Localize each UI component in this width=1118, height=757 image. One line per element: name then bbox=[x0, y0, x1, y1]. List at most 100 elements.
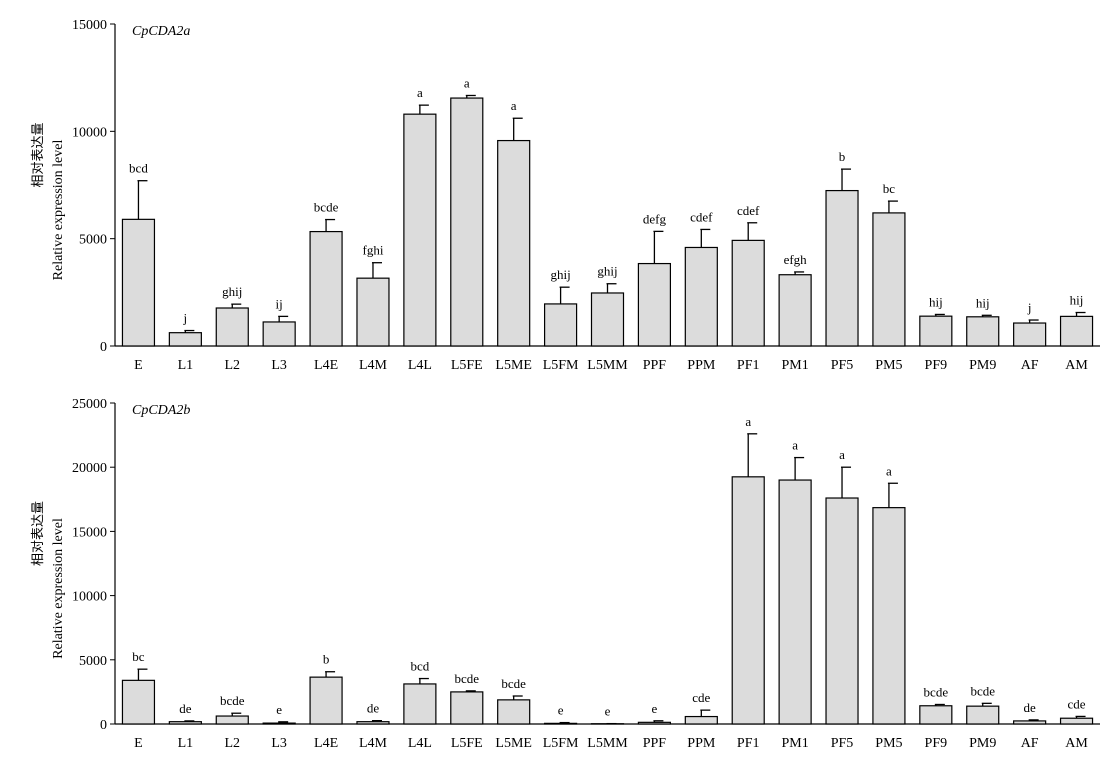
x-tick-label-L1: L1 bbox=[178, 736, 194, 751]
significance-letter-E: bc bbox=[132, 649, 145, 664]
y-axis-label-cn: 相对表达量 bbox=[31, 122, 46, 187]
bar-PPM bbox=[684, 246, 718, 347]
y-axis-label: Relative expression level bbox=[51, 518, 66, 659]
significance-letter-AF: j bbox=[1027, 300, 1032, 315]
x-tick-label-L4M: L4M bbox=[359, 358, 388, 373]
bar-L4E bbox=[309, 230, 343, 347]
significance-letter-PPF: e bbox=[652, 701, 658, 716]
x-tick-label-L5MM: L5MM bbox=[587, 358, 628, 373]
bar-L2 bbox=[215, 307, 249, 347]
x-tick-label-L5FE: L5FE bbox=[451, 358, 483, 373]
significance-letter-L5FM: e bbox=[558, 703, 564, 718]
significance-letter-PF9: bcde bbox=[924, 684, 949, 699]
y-tick-label: 5000 bbox=[79, 654, 107, 669]
bar-L5FM bbox=[543, 303, 578, 347]
x-tick-label-PM5: PM5 bbox=[875, 358, 902, 373]
significance-letter-PPM: cde bbox=[692, 690, 710, 705]
bar-L4M bbox=[356, 721, 390, 725]
bar-L5FE bbox=[450, 97, 484, 347]
significance-letter-PF5: b bbox=[839, 149, 846, 164]
significance-letter-L3: e bbox=[276, 702, 282, 717]
significance-letter-L4M: fghi bbox=[362, 243, 383, 258]
x-tick-label-L5ME: L5ME bbox=[495, 736, 532, 751]
bar-PM9 bbox=[966, 705, 1000, 725]
significance-letter-L4E: b bbox=[323, 652, 330, 667]
bar-PPF bbox=[637, 721, 672, 725]
y-tick-label: 15000 bbox=[72, 18, 107, 33]
bar-L3 bbox=[262, 722, 296, 725]
bar-PF1 bbox=[731, 476, 765, 725]
x-tick-label-PF9: PF9 bbox=[925, 358, 948, 373]
x-tick-label-L5FE: L5FE bbox=[451, 736, 483, 751]
significance-letter-L5ME: a bbox=[511, 98, 517, 113]
bar-E bbox=[121, 218, 156, 347]
chart-panel-1: 0 5000 10000 15000 CpCDA2a 相对表达量 Relative expr… bbox=[31, 18, 1100, 373]
x-tick-label-AF: AF bbox=[1021, 358, 1039, 373]
significance-letter-AF: de bbox=[1024, 700, 1037, 715]
bar-AF bbox=[1013, 720, 1047, 725]
x-tick-label-AM: AM bbox=[1065, 736, 1088, 751]
bar-PF5 bbox=[825, 189, 859, 347]
panel-title: CpCDA2b bbox=[132, 403, 190, 418]
bar-L5FE bbox=[450, 691, 484, 725]
bar-AM bbox=[1059, 315, 1094, 347]
y-tick-label: 20000 bbox=[72, 461, 107, 476]
bar-L5FM bbox=[543, 722, 578, 725]
significance-letter-AM: hij bbox=[1070, 293, 1084, 308]
significance-letter-L3: ij bbox=[276, 296, 283, 311]
y-axis-label-cn: 相对表达量 bbox=[31, 501, 46, 566]
significance-letter-PM9: bcde bbox=[970, 683, 995, 698]
x-tick-label-L3: L3 bbox=[271, 736, 287, 751]
x-tick-label-PM5: PM5 bbox=[875, 736, 902, 751]
significance-letter-AM: cde bbox=[1068, 696, 1086, 711]
significance-letter-PM1: a bbox=[792, 438, 798, 453]
bar-PPF bbox=[637, 262, 672, 347]
bar-AF bbox=[1013, 322, 1047, 347]
significance-letter-L4L: a bbox=[417, 85, 423, 100]
y-axis-label: Relative expression level bbox=[51, 140, 66, 281]
bar-L5MM bbox=[590, 292, 625, 347]
x-tick-label-PM9: PM9 bbox=[969, 736, 996, 751]
x-tick-label-L5FM: L5FM bbox=[543, 736, 579, 751]
x-tick-label-L3: L3 bbox=[271, 358, 287, 373]
significance-letter-L5MM: e bbox=[605, 704, 611, 719]
significance-letter-L4M: de bbox=[367, 701, 380, 716]
y-tick-label: 5000 bbox=[79, 233, 107, 248]
bar-PPM bbox=[684, 715, 718, 725]
y-tick-label: 10000 bbox=[72, 125, 107, 140]
x-tick-label-PM1: PM1 bbox=[782, 736, 809, 751]
significance-letter-PF5: a bbox=[839, 447, 845, 462]
x-tick-label-PM9: PM9 bbox=[969, 358, 996, 373]
significance-letter-L4L: bcd bbox=[410, 659, 429, 674]
significance-letter-PF1: a bbox=[745, 414, 751, 429]
y-tick-label: 0 bbox=[100, 718, 107, 733]
x-tick-label-PF5: PF5 bbox=[831, 358, 854, 373]
bar-L4L bbox=[403, 683, 437, 725]
bar-PF5 bbox=[825, 497, 859, 725]
bar-L5ME bbox=[497, 699, 531, 725]
x-tick-label-L1: L1 bbox=[178, 358, 194, 373]
significance-letter-L4E: bcde bbox=[314, 200, 339, 215]
x-tick-label-AM: AM bbox=[1065, 358, 1088, 373]
y-tick-label: 15000 bbox=[72, 525, 107, 540]
significance-letter-L5ME: bcde bbox=[501, 676, 526, 691]
x-tick-label-PPF: PPF bbox=[643, 736, 667, 751]
significance-letter-PF1: cdef bbox=[737, 203, 760, 218]
x-tick-label-AF: AF bbox=[1021, 736, 1039, 751]
bar-L1 bbox=[168, 332, 202, 347]
bar-PM5 bbox=[872, 212, 906, 347]
x-tick-label-PPF: PPF bbox=[643, 358, 667, 373]
significance-letter-PM5: bc bbox=[883, 181, 896, 196]
significance-letter-L5FM: ghij bbox=[550, 267, 570, 282]
x-tick-label-L2: L2 bbox=[224, 358, 240, 373]
significance-letter-PPF: defg bbox=[643, 211, 667, 226]
bar-L3 bbox=[262, 321, 296, 347]
x-tick-label-PF9: PF9 bbox=[925, 736, 948, 751]
bar-PM1 bbox=[778, 274, 812, 347]
x-tick-label-PPM: PPM bbox=[687, 358, 716, 373]
x-tick-label-L4E: L4E bbox=[314, 736, 338, 751]
x-tick-label-PPM: PPM bbox=[687, 736, 716, 751]
x-tick-label-L4M: L4M bbox=[359, 736, 388, 751]
